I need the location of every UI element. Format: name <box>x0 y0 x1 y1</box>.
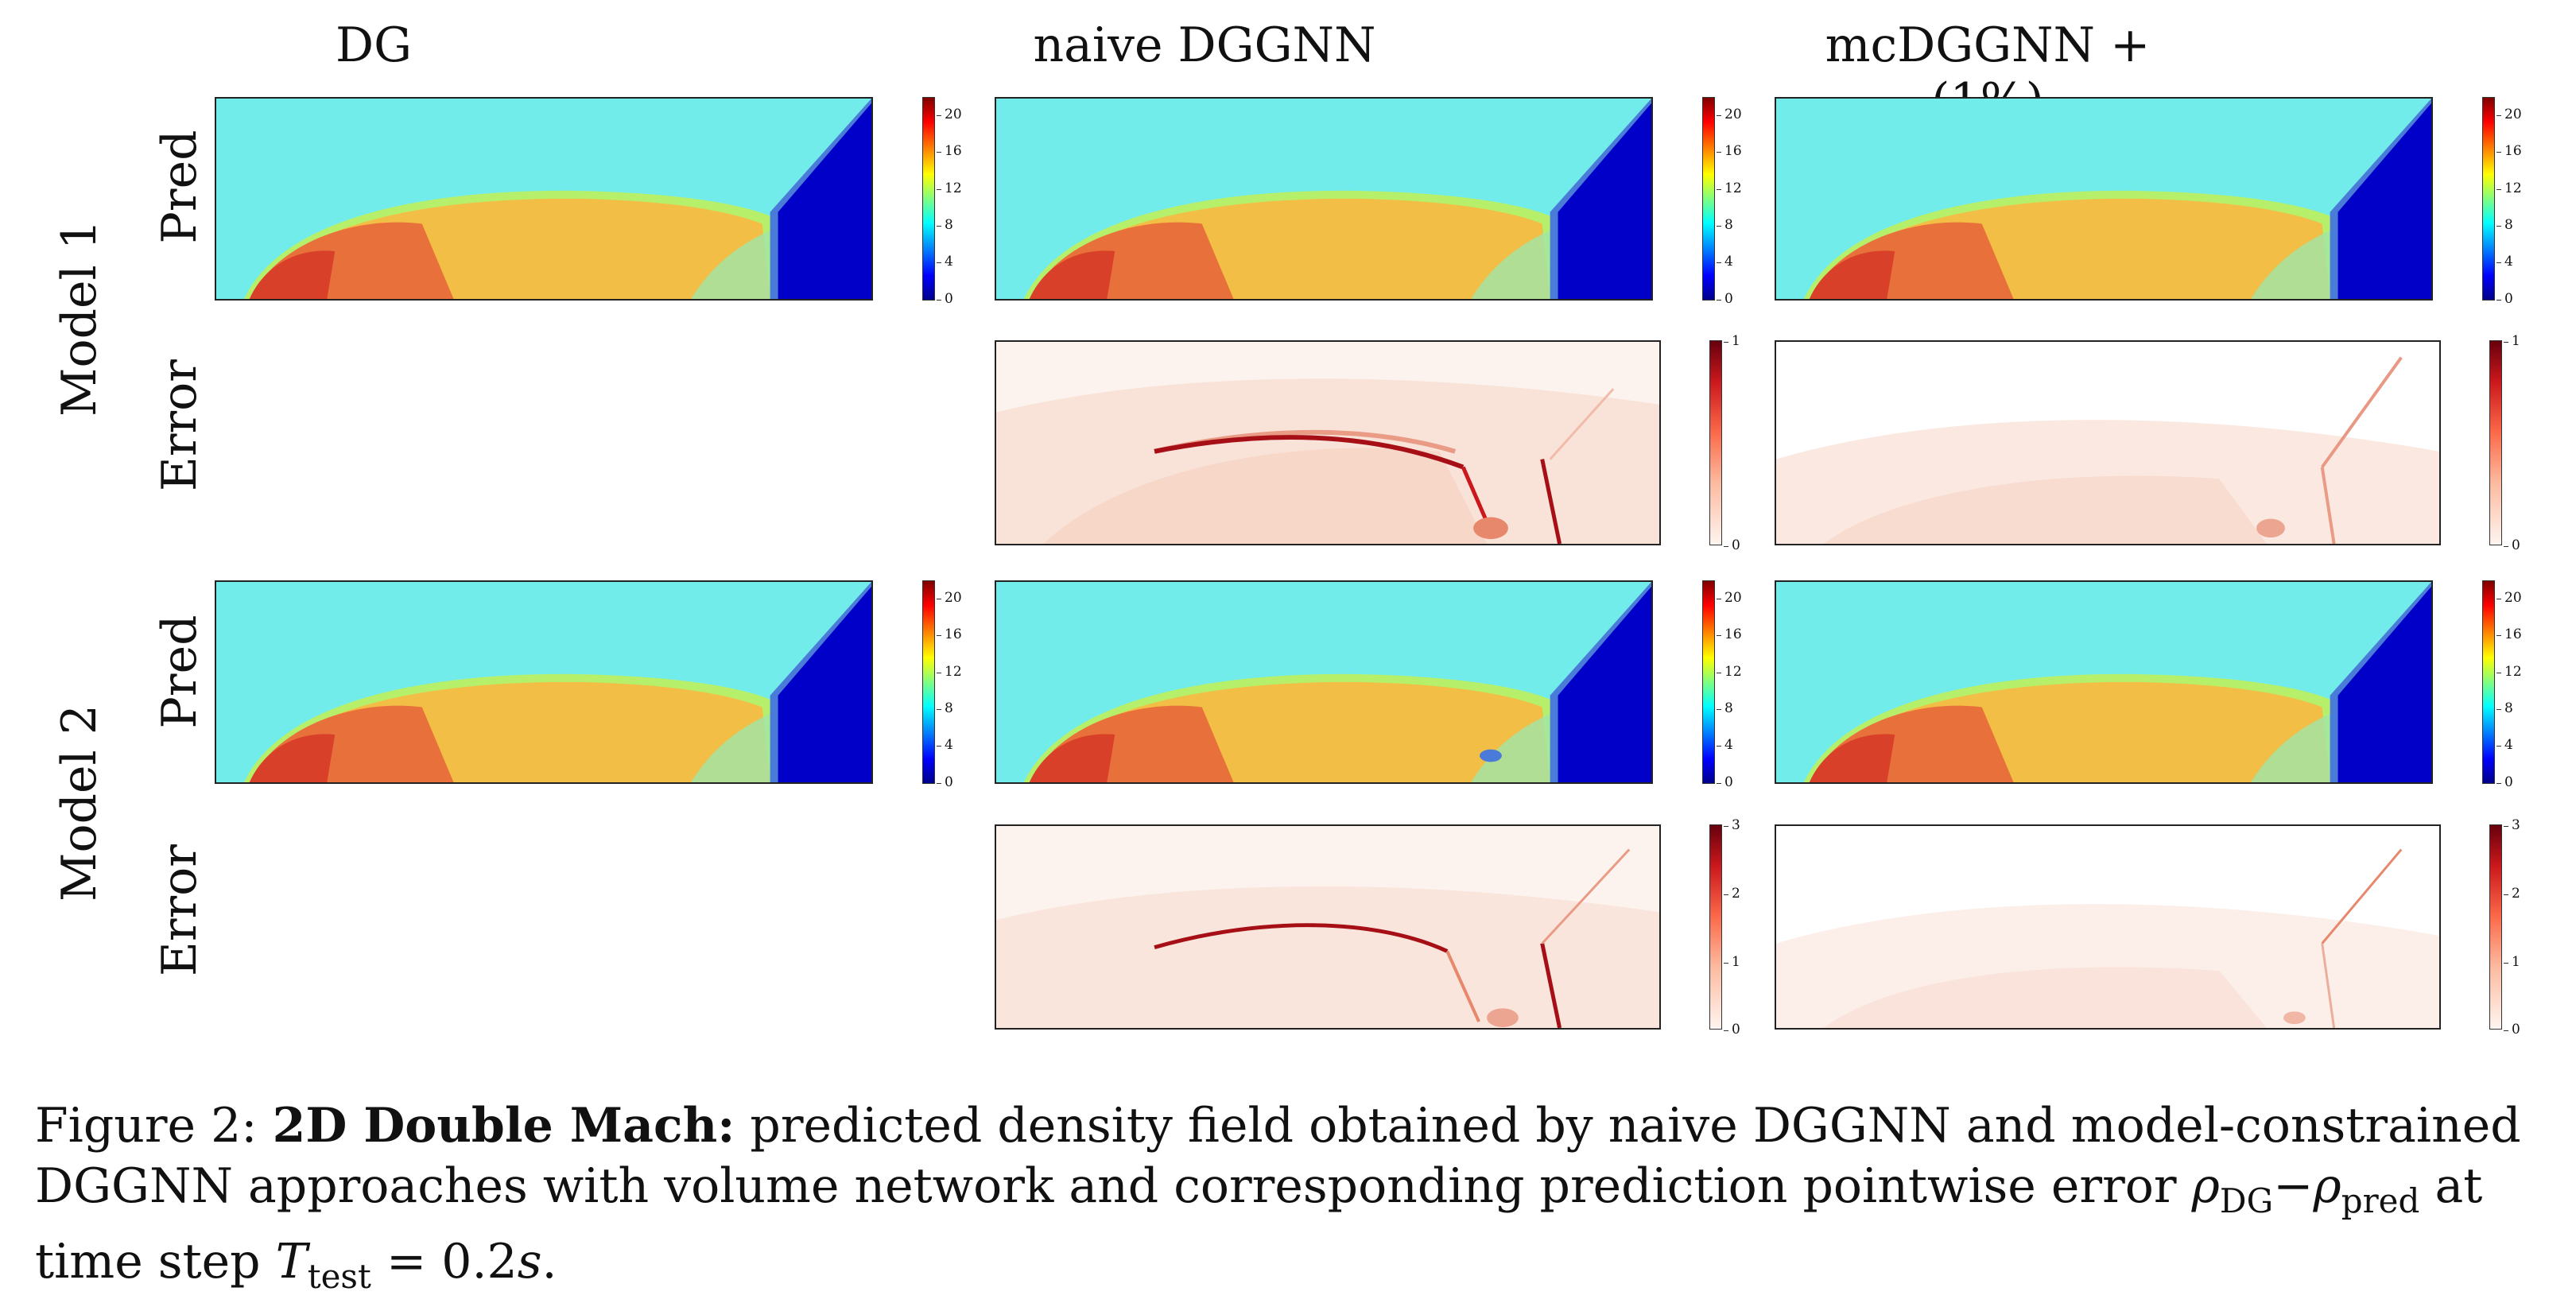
colorbar-error-m1-mc <box>2489 340 2502 545</box>
tick-label: 16 <box>937 143 962 159</box>
tick-label: 0 <box>2496 774 2513 790</box>
colorbar-pred-m2-dg <box>922 580 935 784</box>
error-panel-m2-naive <box>995 824 1661 1030</box>
tick-label: 8 <box>1717 217 1733 233</box>
figure-caption: Figure 2: 2D Double Mach: predicted dens… <box>35 1096 2555 1307</box>
tick-label: 12 <box>1717 180 1742 196</box>
tick-label: 3 <box>1724 817 1740 833</box>
tick-label: 0 <box>2504 537 2520 553</box>
tick-label: 8 <box>1717 700 1733 716</box>
pred-panel-m1-dg <box>215 97 873 301</box>
tick-label: 12 <box>1717 664 1742 680</box>
row-label-pred-m1: Pred <box>152 130 208 244</box>
tick-label: 20 <box>2496 107 2522 122</box>
tick-label: 3 <box>2504 817 2520 833</box>
density-field <box>216 99 871 299</box>
tick-label: 0 <box>1724 1022 1740 1037</box>
tick-label: 4 <box>2496 254 2513 270</box>
tick-label: 16 <box>1717 626 1742 642</box>
caption-rho-dg: ρDG <box>2191 1158 2274 1220</box>
density-field <box>996 582 1651 782</box>
error-field <box>996 826 1659 1028</box>
tick-label: 20 <box>937 107 962 122</box>
tick-label: 0 <box>2496 291 2513 307</box>
tick-label: 12 <box>937 180 962 196</box>
caption-bold: 2D Double Mach: <box>272 1098 735 1154</box>
error-field <box>996 342 1659 544</box>
tick-label: 20 <box>1717 107 1742 122</box>
colorbar-pred-m2-naive <box>1702 580 1715 784</box>
tick-label: 0 <box>1717 291 1733 307</box>
colorbar-error-m1-naive <box>1709 340 1722 545</box>
colorbar-pred-m1-naive <box>1702 97 1715 301</box>
tick-label: 1 <box>2504 954 2520 970</box>
tick-label: 16 <box>1717 143 1742 159</box>
tick-label: 0 <box>937 774 953 790</box>
tick-label: 1 <box>2504 333 2520 349</box>
caption-end: . <box>541 1234 557 1290</box>
tick-label: 1 <box>1724 954 1740 970</box>
tick-label: 4 <box>1717 254 1733 270</box>
colorbar-error-m2-mc <box>2489 824 2502 1030</box>
tick-label: 0 <box>1717 774 1733 790</box>
tick-label: 4 <box>1717 737 1733 753</box>
column-title-dg: DG <box>335 17 413 73</box>
tick-label: 8 <box>2496 217 2513 233</box>
pred-panel-m1-mc <box>1775 97 2433 301</box>
tick-label: 20 <box>1717 590 1742 606</box>
error-panel-m1-mc <box>1775 340 2441 545</box>
pred-panel-m2-dg <box>215 580 873 784</box>
tick-label: 4 <box>937 737 953 753</box>
tick-label: 16 <box>2496 626 2522 642</box>
tick-label: 12 <box>2496 180 2522 196</box>
tick-label: 20 <box>937 590 962 606</box>
caption-s: s <box>517 1234 542 1290</box>
caption-text-3: = 0.2 <box>370 1234 518 1290</box>
tick-label: 2 <box>2504 886 2520 902</box>
tick-label: 16 <box>937 626 962 642</box>
colorbar-error-m2-naive <box>1709 824 1722 1030</box>
tick-label: 1 <box>1724 333 1740 349</box>
error-panel-m1-naive <box>995 340 1661 545</box>
caption-prefix: Figure 2: <box>35 1098 273 1154</box>
tick-label: 12 <box>937 664 962 680</box>
pred-panel-m2-naive <box>995 580 1653 784</box>
colorbar-pred-m1-mc <box>2482 97 2495 301</box>
density-field <box>1776 582 2431 782</box>
tick-label: 12 <box>2496 664 2522 680</box>
caption-minus: − <box>2273 1158 2314 1214</box>
row-label-pred-m2: Pred <box>152 615 208 729</box>
tick-label: 8 <box>937 700 953 716</box>
model-2-label: Model 2 <box>52 704 107 902</box>
tick-label: 16 <box>2496 143 2522 159</box>
tick-label: 0 <box>937 291 953 307</box>
row-label-error-m2: Error <box>152 844 208 976</box>
tick-label: 8 <box>2496 700 2513 716</box>
tick-label: 8 <box>937 217 953 233</box>
tick-label: 4 <box>2496 737 2513 753</box>
caption-t-test: Ttest <box>275 1234 371 1296</box>
error-field <box>1776 342 2439 544</box>
row-label-error-m1: Error <box>152 359 208 491</box>
caption-text-1: predicted density field obtained by naiv… <box>35 1098 2521 1214</box>
error-field <box>1776 826 2439 1028</box>
error-panel-m2-mc <box>1775 824 2441 1030</box>
model-1-label: Model 1 <box>52 219 107 417</box>
tick-label: 0 <box>2504 1022 2520 1037</box>
colorbar-pred-m1-dg <box>922 97 935 301</box>
tick-label: 2 <box>1724 886 1740 902</box>
density-field <box>996 99 1651 299</box>
pred-panel-m1-naive <box>995 97 1653 301</box>
caption-rho-pred: ρpred <box>2313 1158 2420 1220</box>
column-title-naive-dggnn: naive DGGNN <box>1033 17 1376 73</box>
colorbar-pred-m2-mc <box>2482 580 2495 784</box>
tick-label: 0 <box>1724 537 1740 553</box>
pred-panel-m2-mc <box>1775 580 2433 784</box>
density-field <box>1776 99 2431 299</box>
tick-label: 4 <box>937 254 953 270</box>
density-field <box>216 582 871 782</box>
tick-label: 20 <box>2496 590 2522 606</box>
